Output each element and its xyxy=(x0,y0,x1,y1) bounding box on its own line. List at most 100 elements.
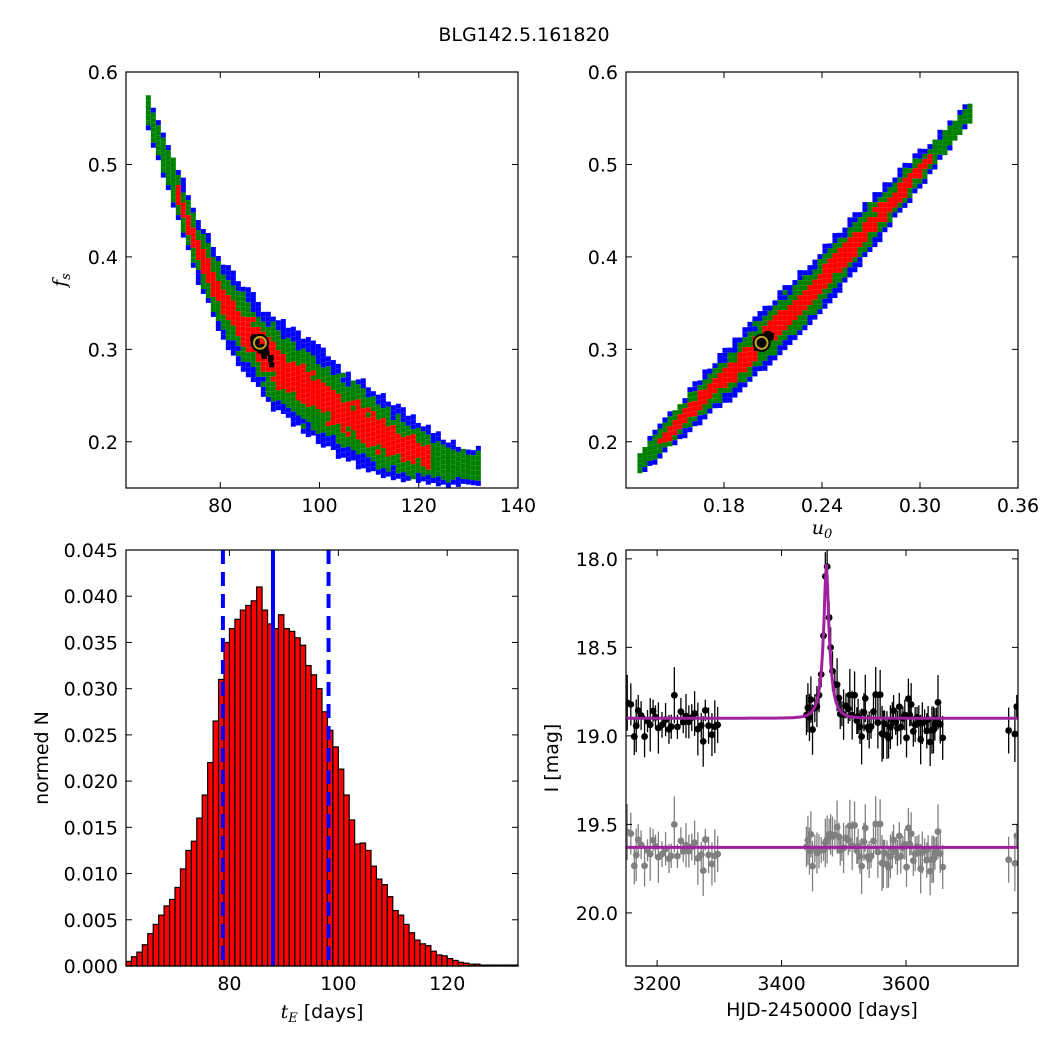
heatmap-cell xyxy=(375,399,381,405)
heatmap-cell xyxy=(967,113,973,119)
heatmap-cell xyxy=(410,429,416,435)
heatmap-cell xyxy=(360,398,366,404)
heatmap-cell xyxy=(832,233,838,239)
heatmap-cell xyxy=(305,382,311,388)
heatmap-cell xyxy=(817,274,823,280)
heatmap-cell xyxy=(420,441,426,447)
heatmap-cell xyxy=(270,351,276,357)
heatmap-cell xyxy=(827,248,833,254)
heatmap-cell xyxy=(787,320,793,326)
data-point xyxy=(708,731,716,739)
heatmap-cell xyxy=(662,437,668,443)
heatmap-cell xyxy=(315,394,321,400)
heatmap-cell xyxy=(777,350,783,356)
heatmap-cell xyxy=(365,467,371,473)
heatmap-cell xyxy=(667,426,673,432)
heatmap-cell xyxy=(415,447,421,453)
heatmap-cell xyxy=(380,418,386,424)
heatmap-cell xyxy=(465,469,471,475)
heatmap-cell xyxy=(210,286,216,292)
heatmap-cell xyxy=(777,295,783,301)
heatmap-cell xyxy=(170,192,176,198)
histogram-bar xyxy=(305,664,312,967)
heatmap-cell xyxy=(415,452,421,458)
heatmap-cell xyxy=(842,252,848,258)
heatmap-cell xyxy=(355,439,361,445)
heatmap-cell xyxy=(460,453,466,459)
data-point xyxy=(1011,730,1018,738)
heatmap-cell xyxy=(837,257,843,263)
heatmap-cell xyxy=(767,355,773,361)
heatmap-cell xyxy=(360,438,366,444)
heatmap-cell xyxy=(360,378,366,384)
heatmap-cell xyxy=(235,341,241,347)
data-point xyxy=(809,726,816,733)
heatmap-cell xyxy=(190,217,196,223)
heatmap-cell xyxy=(235,296,241,302)
heatmap-cell xyxy=(405,430,411,436)
heatmap-cell xyxy=(460,458,466,464)
heatmap-cell xyxy=(782,290,788,296)
heatmap-cell xyxy=(400,432,406,438)
heatmap-cell xyxy=(255,381,261,387)
heatmap-cell xyxy=(455,451,461,457)
heatmap-cell xyxy=(265,311,271,317)
heatmap-cell xyxy=(652,449,658,455)
heatmap-cell xyxy=(807,300,813,306)
heatmap-cell xyxy=(360,423,366,429)
heatmap-cell xyxy=(250,297,256,303)
heatmap-cell xyxy=(245,342,251,348)
heatmap-cell xyxy=(907,198,913,204)
heatmap-cell xyxy=(305,367,311,373)
heatmap-cell xyxy=(410,434,416,440)
heatmap-cell xyxy=(335,403,341,409)
heatmap-cell xyxy=(235,316,241,322)
heatmap-cell xyxy=(702,414,708,420)
heatmap-cell xyxy=(762,365,768,371)
heatmap-cell xyxy=(812,294,818,300)
heatmap-cell xyxy=(325,366,331,372)
heatmap-cell xyxy=(170,202,176,208)
data-point xyxy=(714,721,722,729)
heatmap-cell xyxy=(345,406,351,412)
histogram-bar xyxy=(419,943,427,967)
heatmap-cell xyxy=(415,467,421,473)
heatmap-cell xyxy=(205,287,211,293)
heatmap-cell xyxy=(400,462,406,468)
heatmap-cell xyxy=(315,354,321,360)
heatmap-cell xyxy=(210,281,216,287)
heatmap-cell xyxy=(792,305,798,311)
heatmap-cell xyxy=(692,396,698,402)
heatmap-cell xyxy=(285,327,291,333)
heatmap-cell xyxy=(365,427,371,433)
y-tick-label: 0.4 xyxy=(88,247,118,269)
heatmap-cell xyxy=(200,228,206,234)
heatmap-cell xyxy=(340,387,346,393)
heatmap-cell xyxy=(465,479,471,485)
heatmap-cell xyxy=(380,428,386,434)
heatmap-cell xyxy=(642,457,648,463)
heatmap-cell xyxy=(370,396,376,402)
heatmap-cell xyxy=(877,212,883,218)
heatmap-cell xyxy=(235,361,241,367)
heatmap-cell xyxy=(245,317,251,323)
heatmap-cell xyxy=(350,410,356,416)
heatmap-cell xyxy=(722,382,728,388)
heatmap-cell xyxy=(310,430,316,436)
heatmap-cell xyxy=(937,154,943,160)
heatmap-cell xyxy=(912,158,918,164)
heatmap-cell xyxy=(787,340,793,346)
residual-point xyxy=(699,867,707,875)
heatmap-cell xyxy=(320,347,326,353)
heatmap-cell xyxy=(475,470,481,476)
heatmap-cell xyxy=(455,476,461,482)
heatmap-cell xyxy=(275,395,281,401)
heatmap-cell xyxy=(325,396,331,402)
heatmap-cell xyxy=(767,345,773,351)
heatmap-cell xyxy=(692,416,698,422)
heatmap-cell xyxy=(195,250,201,256)
heatmap-cell xyxy=(265,376,271,382)
heatmap-cell xyxy=(697,420,703,426)
heatmap-cell xyxy=(270,381,276,387)
heatmap-cell xyxy=(300,363,306,369)
